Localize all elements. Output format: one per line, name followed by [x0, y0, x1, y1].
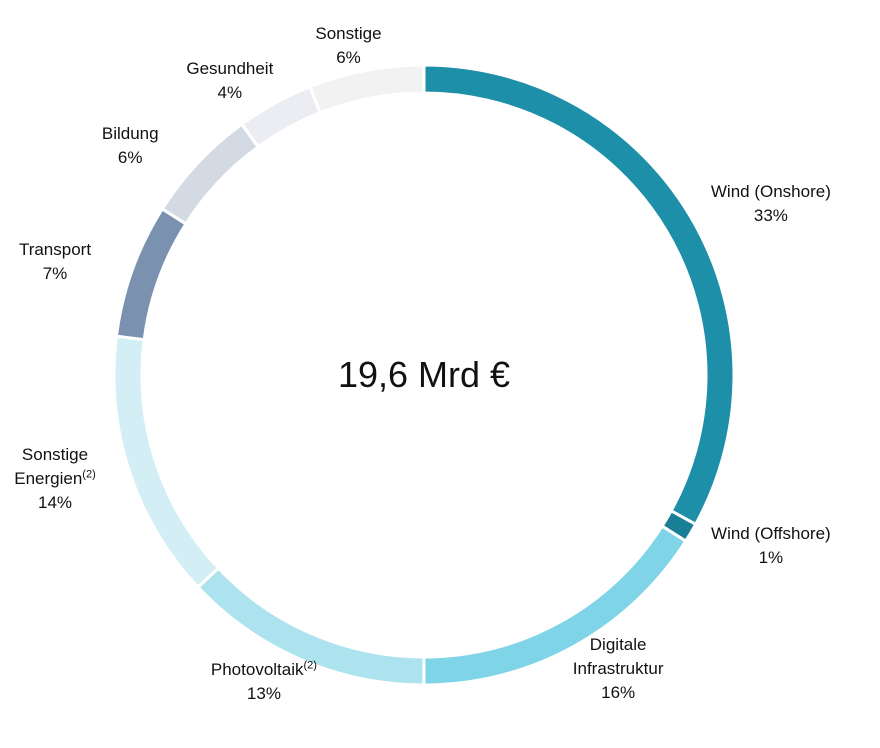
value-label: 16% — [601, 682, 636, 702]
donut-segment — [307, 63, 426, 115]
value-label: 6% — [336, 47, 361, 67]
segment-label: Sonstige 6% — [263, 22, 433, 70]
value-label: 1% — [758, 547, 784, 567]
category-label: Wind (Onshore) — [710, 182, 831, 202]
segment-label: Gesundheit 4% — [145, 57, 315, 105]
donut-segment — [422, 63, 736, 527]
segment-label: Digitale Infrastruktur 16% — [563, 633, 673, 705]
segment-label: Sonstige Energien(2) 14% — [0, 443, 110, 515]
category-label: Digitale Infrastruktur — [572, 634, 664, 678]
value-label: 4% — [217, 83, 243, 103]
segment-label: Bildung 6% — [45, 122, 215, 170]
value-label: 33% — [753, 206, 788, 226]
footnote-mark: (2) — [82, 467, 96, 480]
category-label: Wind (Offshore) — [711, 523, 831, 543]
category-label: Bildung — [101, 123, 159, 143]
category-label: Gesundheit — [186, 59, 274, 79]
segment-label: Transport 7% — [0, 238, 140, 286]
category-label: Transport — [18, 239, 92, 259]
center-label: 19,6 Mrd € — [337, 354, 511, 395]
footnote-mark: (2) — [303, 659, 317, 672]
category-label: Sonstige Energien — [14, 444, 89, 488]
segment-label: Wind (Onshore) 33% — [686, 180, 856, 228]
segment-label: Photovoltaik(2) 13% — [179, 658, 349, 706]
category-label: Photovoltaik — [210, 660, 304, 680]
donut-segment — [112, 334, 221, 590]
value-label: 13% — [246, 684, 281, 704]
category-label: Sonstige — [315, 23, 382, 43]
value-label: 6% — [117, 147, 143, 167]
value-label: 14% — [37, 492, 73, 512]
segment-label: Wind (Offshore) 1% — [686, 522, 856, 570]
value-label: 7% — [42, 263, 68, 283]
